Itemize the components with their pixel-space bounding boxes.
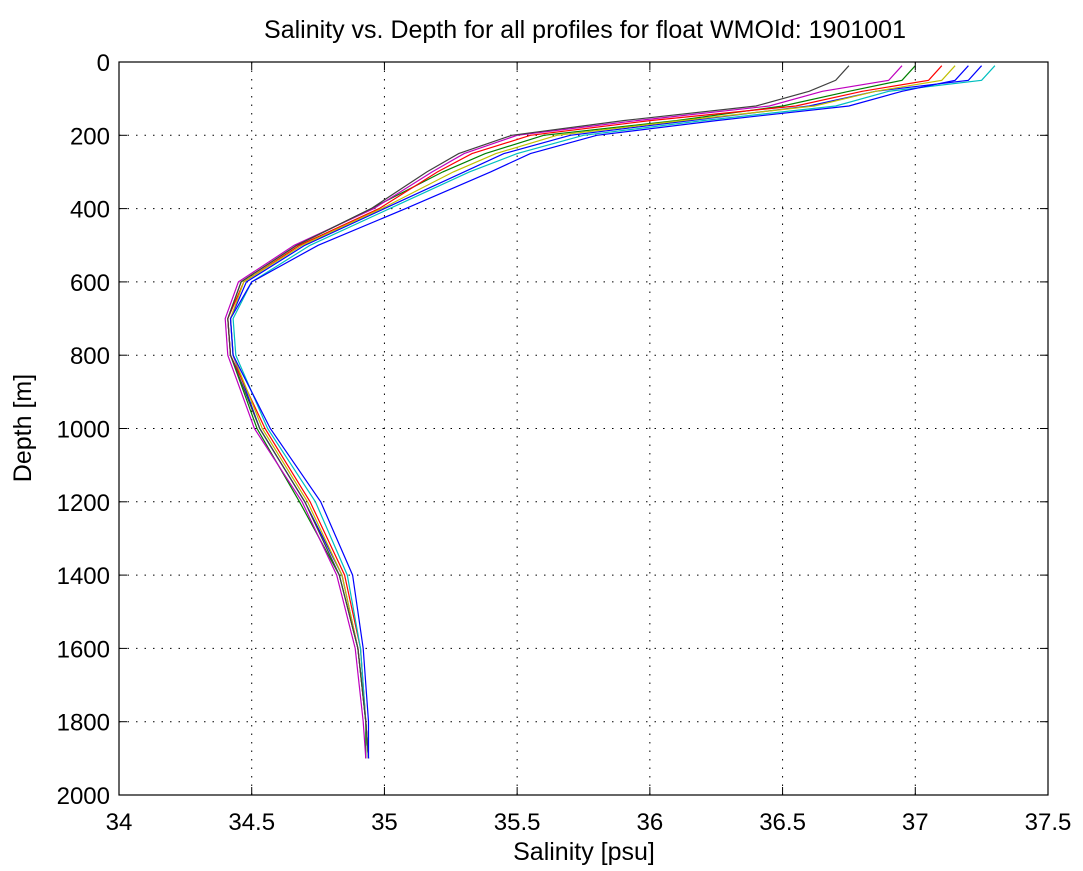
salinity-profile-line [229,65,983,759]
y-tick-label: 2000 [57,783,110,810]
x-axis-label: Salinity [psu] [513,838,655,866]
salinity-profile-line [227,65,916,759]
grid-lines [119,62,1048,795]
y-tick-label: 1400 [57,563,110,590]
x-axis-ticks: 34 34.5 35 35.5 36 36.5 37 37.5 [106,62,1072,836]
x-tick-label: 34.5 [228,809,275,836]
y-axis-label: Depth [m] [9,374,37,482]
salinity-profile-line [229,65,969,759]
salinity-profile-line [229,65,956,759]
plot-area-frame [118,61,1049,796]
chart-title: Salinity vs. Depth for all profiles for … [264,16,906,44]
salinity-profile-line [232,65,996,759]
x-tick-label: 36 [637,809,664,836]
profile-lines [224,65,996,759]
y-tick-label: 400 [70,197,110,224]
y-tick-label: 0 [97,50,110,77]
y-tick-label: 200 [70,123,110,150]
x-tick-label: 34 [106,809,133,836]
y-tick-label: 1000 [57,417,110,444]
y-tick-label: 1800 [57,710,110,737]
x-tick-label: 36.5 [759,809,806,836]
x-tick-label: 37.5 [1025,809,1072,836]
y-axis-ticks: 0 200 400 600 800 1000 1200 1400 1600 1800 2000 [57,50,1048,810]
y-tick-label: 600 [70,270,110,297]
salinity-profile-line [227,65,943,759]
salinity-profile-line [224,65,903,759]
x-tick-label: 35.5 [494,809,541,836]
y-tick-label: 800 [70,343,110,370]
y-tick-label: 1600 [57,636,110,663]
x-tick-label: 35 [371,809,398,836]
y-tick-label: 1200 [57,490,110,517]
x-tick-label: 37 [902,809,929,836]
salinity-profile-line [227,65,850,759]
